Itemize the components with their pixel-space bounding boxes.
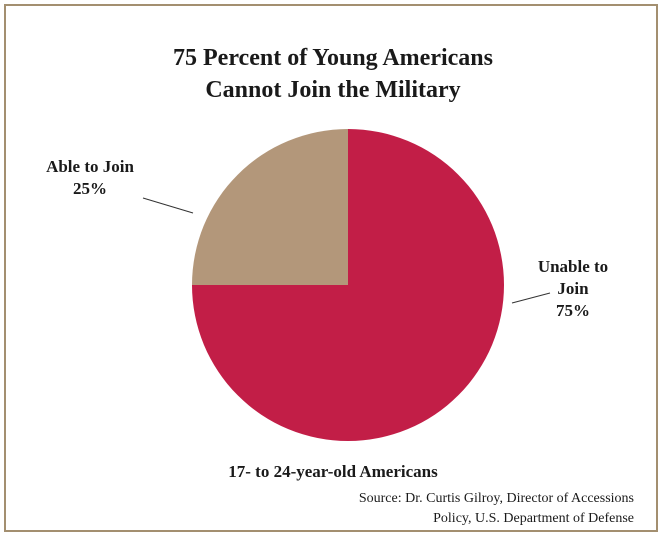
slice-label-unable: Unable to Join 75%: [528, 256, 618, 322]
source-line-1: Source: Dr. Curtis Gilroy, Director of A…: [358, 491, 634, 506]
chart-subtitle: 17- to 24-year-old Americans: [228, 462, 438, 481]
pie-slices: [192, 129, 504, 441]
slice-label-able-line-2: 25%: [73, 179, 107, 198]
chart-title-line-1: 75 Percent of Young Americans: [173, 45, 493, 71]
slice-label-able-line-1: Able to Join: [46, 157, 134, 176]
source-line-2: Policy, U.S. Department of Defense: [433, 511, 634, 526]
pie-slice-able: [192, 129, 348, 285]
chart-title: 75 Percent of Young Americans Cannot Joi…: [6, 42, 660, 106]
leader-line-unable: [511, 292, 551, 304]
slice-label-unable-line-2: Join: [557, 279, 589, 298]
slice-label-able: Able to Join 25%: [30, 156, 150, 200]
chart-frame: 75 Percent of Young Americans Cannot Joi…: [4, 4, 658, 532]
chart-title-line-2: Cannot Join the Military: [205, 77, 461, 103]
slice-label-unable-line-3: 75%: [556, 301, 590, 320]
leader-line-able: [142, 197, 194, 214]
slice-label-unable-line-1: Unable to: [537, 257, 609, 276]
source-note: Source: Dr. Curtis Gilroy, Director of A…: [359, 489, 634, 529]
